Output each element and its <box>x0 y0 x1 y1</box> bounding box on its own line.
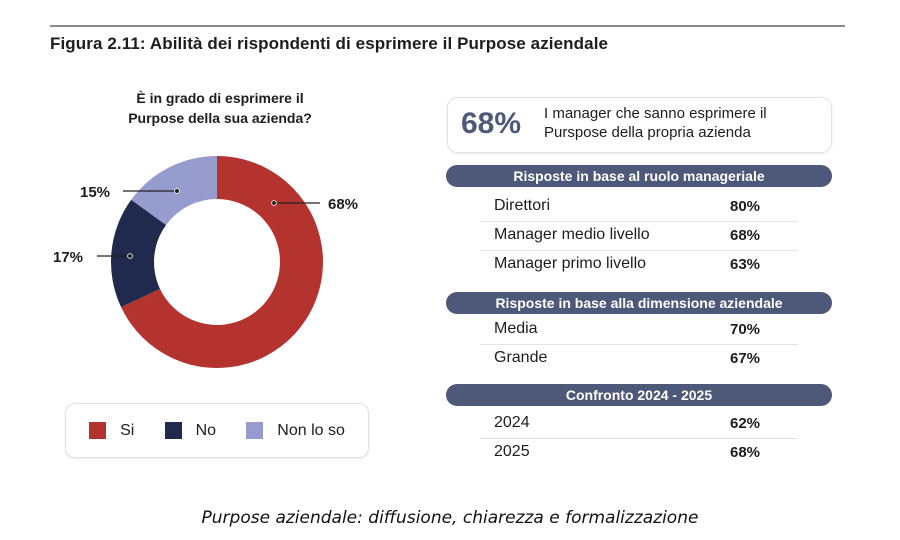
donut-slice-no <box>110 199 167 308</box>
row-value: 80% <box>730 198 761 215</box>
kpi-value: 68% <box>461 107 522 140</box>
row-label: 2025 <box>494 443 530 460</box>
row-value: 70% <box>730 321 761 338</box>
section-header-dimensione: Risposte in base alla dimensione azienda… <box>446 292 832 314</box>
table-row: 2025 68% <box>480 439 798 467</box>
chart-title-line-2: Purpose della sua azienda? <box>128 110 312 126</box>
section-header-ruolo: Risposte in base al ruolo manageriale <box>446 165 832 187</box>
figure-title: Figura 2.11: Abilità dei rispondenti di … <box>50 34 609 53</box>
table-row: Direttori 80% <box>480 193 798 222</box>
row-value: 62% <box>730 415 761 432</box>
table-row: 2024 62% <box>480 410 798 439</box>
legend-label-non-lo-so: Non lo so <box>277 421 345 439</box>
leader-dot-non-lo-so <box>174 188 180 194</box>
data-label-no: 17% <box>53 249 83 266</box>
legend-item-no: No <box>164 421 217 440</box>
leader-dot-no <box>127 253 133 259</box>
data-label-non-lo-so: 15% <box>80 184 110 201</box>
kpi-description: I manager che sanno esprimere il Purspos… <box>544 104 767 142</box>
data-label-si: 68% <box>328 196 358 213</box>
row-value: 68% <box>730 444 761 461</box>
legend-item-si: Si <box>89 422 134 440</box>
row-value: 68% <box>730 227 761 244</box>
kpi-text-line-2: Purspose della propria azienda <box>544 124 751 141</box>
row-label: Manager primo livello <box>494 255 647 272</box>
legend-item-non-lo-so: Non lo so <box>246 422 345 440</box>
row-value: 67% <box>730 350 761 367</box>
legend-swatch-no <box>164 422 182 439</box>
table-row: Media 70% <box>480 316 798 345</box>
kpi-text-line-1: I manager che sanno esprimere il <box>544 105 767 122</box>
table-row: Manager primo livello 63% <box>480 251 798 279</box>
row-label: Grande <box>494 349 548 366</box>
chart-legend: Si No Non lo so <box>65 403 369 458</box>
table-row: Grande 67% <box>480 345 798 373</box>
section-header-confronto: Confronto 2024 - 2025 <box>446 384 832 406</box>
chart-title: È in grado di esprimere il Purpose della… <box>70 88 370 128</box>
legend-swatch-non-lo-so <box>246 422 264 439</box>
row-label: 2024 <box>494 414 530 431</box>
donut-slices <box>110 156 324 368</box>
leader-dot-si <box>271 200 277 206</box>
chart-title-line-1: È in grado di esprimere il <box>136 90 304 106</box>
caption: Purpose aziendale: diffusione, chiarezza… <box>201 508 699 528</box>
legend-swatch-si <box>89 422 107 439</box>
kpi-card: 68% I manager che sanno esprimere il Pur… <box>447 97 832 153</box>
legend-label-si: Si <box>120 421 135 439</box>
legend-label-no: No <box>195 421 217 439</box>
table-row: Manager medio livello 68% <box>480 222 798 251</box>
top-rule <box>50 25 845 27</box>
row-value: 63% <box>730 256 761 273</box>
row-label: Manager medio livello <box>494 226 650 243</box>
row-label: Direttori <box>494 197 551 214</box>
donut-labels: 68% 17% 15% <box>53 184 358 266</box>
row-label: Media <box>494 320 538 337</box>
donut-slice-si <box>121 156 324 368</box>
